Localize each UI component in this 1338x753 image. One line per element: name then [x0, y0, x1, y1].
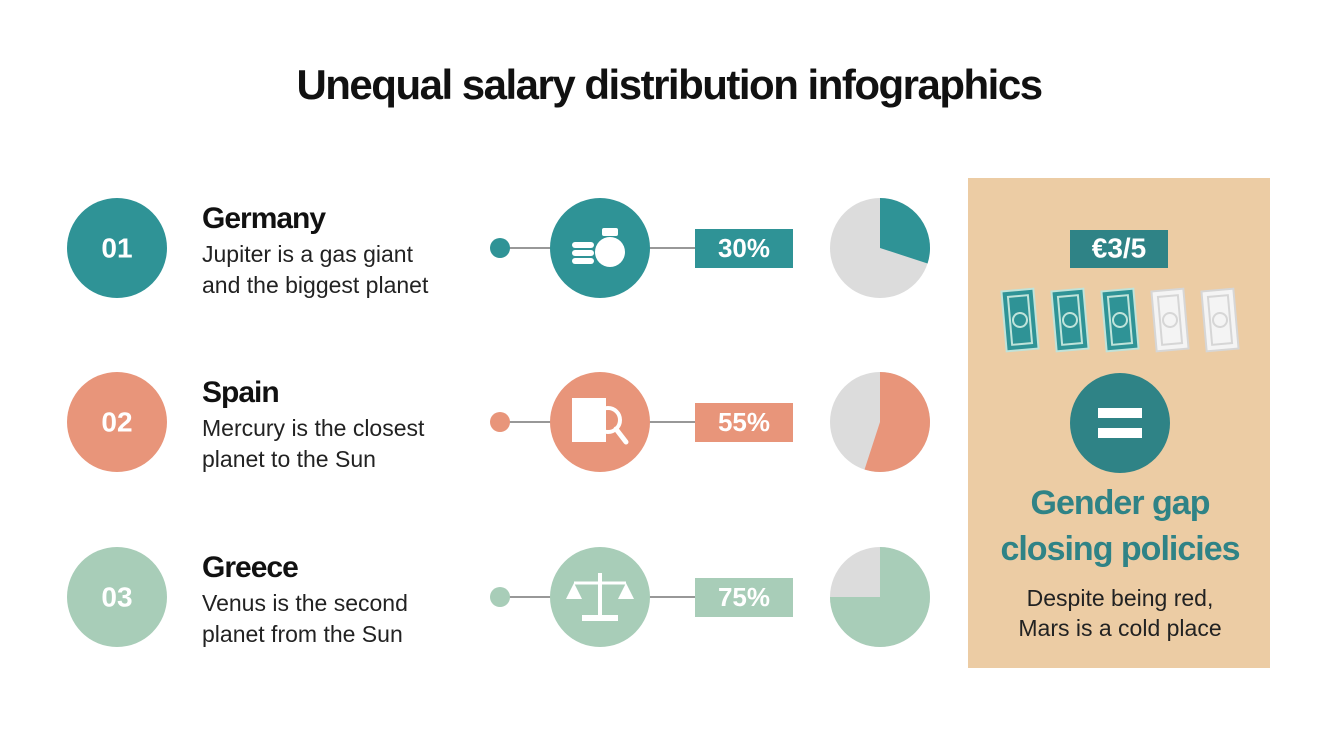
- row-number: 02: [101, 406, 132, 437]
- icon-part: [566, 583, 582, 599]
- description: planet from the Sun: [202, 621, 403, 647]
- bill-inner: [1056, 294, 1084, 346]
- icon-part: [582, 615, 618, 621]
- icon-part: [618, 583, 634, 599]
- icon-part: [572, 242, 594, 248]
- bill-seal: [1012, 312, 1028, 328]
- icon-part: [594, 406, 622, 434]
- bill: [1100, 287, 1140, 353]
- bill-inner: [1106, 294, 1134, 346]
- bill-seal: [1162, 312, 1178, 328]
- panel-heading: Gender gap: [1031, 484, 1210, 522]
- bill: [1050, 287, 1090, 353]
- icon-part: [602, 228, 618, 236]
- description: Mercury is the closest: [202, 415, 425, 441]
- icon-part: [595, 237, 625, 267]
- row-number: 01: [101, 232, 132, 263]
- bill-body: [1000, 287, 1040, 353]
- bill-seal: [1062, 312, 1078, 328]
- icon-part: [572, 258, 594, 264]
- amount: €3/5: [1092, 232, 1147, 263]
- equals-circle: [1070, 373, 1170, 473]
- value-label: 75%: [718, 582, 770, 612]
- country: Greece: [202, 551, 298, 584]
- description: planet to the Sun: [202, 446, 376, 472]
- bill-seal: [1212, 312, 1228, 328]
- pie-slice: [830, 547, 930, 647]
- connector-dot: [490, 412, 510, 432]
- bill-seal: [1112, 312, 1128, 328]
- number-circle: [67, 372, 167, 472]
- pie-slice: [864, 372, 931, 473]
- icon-part: [613, 426, 629, 445]
- icon: [572, 398, 629, 445]
- bill-body: [1100, 287, 1140, 353]
- bill-inner: [1206, 294, 1234, 346]
- description: Jupiter is a gas giant: [202, 241, 414, 267]
- panel-text: Despite being red,: [1027, 585, 1214, 611]
- icon: [566, 573, 634, 621]
- bill: [1200, 287, 1240, 353]
- pie-slice: [880, 198, 930, 264]
- panel-text: Mars is a cold place: [1018, 615, 1221, 641]
- connector-dot: [490, 238, 510, 258]
- bill-body: [1200, 287, 1240, 353]
- description: and the biggest planet: [202, 272, 429, 298]
- bill-inner: [1006, 294, 1034, 346]
- value-label: 30%: [718, 233, 770, 263]
- bill-inner: [1156, 294, 1184, 346]
- number-circle: [67, 198, 167, 298]
- icon-part: [572, 398, 606, 442]
- amount-box: [1070, 230, 1168, 268]
- value-box: [695, 403, 793, 442]
- value-label: 55%: [718, 407, 770, 437]
- description: Venus is the second: [202, 590, 408, 616]
- title: Unequal salary distribution infographics: [296, 61, 1041, 108]
- bill: [1000, 287, 1040, 353]
- country: Germany: [202, 202, 326, 235]
- bill: [1150, 287, 1190, 353]
- bill-body: [1150, 287, 1190, 353]
- panel-heading: closing policies: [1000, 530, 1239, 568]
- connector-dot: [490, 587, 510, 607]
- country: Spain: [202, 376, 279, 409]
- equals-bar: [1098, 408, 1142, 418]
- row-number: 03: [101, 581, 132, 612]
- equals-bar: [1098, 428, 1142, 438]
- value-box: [695, 578, 793, 617]
- number-circle: [67, 547, 167, 647]
- bill-body: [1050, 287, 1090, 353]
- icon: [572, 228, 625, 267]
- icon-part: [572, 250, 594, 256]
- value-box: [695, 229, 793, 268]
